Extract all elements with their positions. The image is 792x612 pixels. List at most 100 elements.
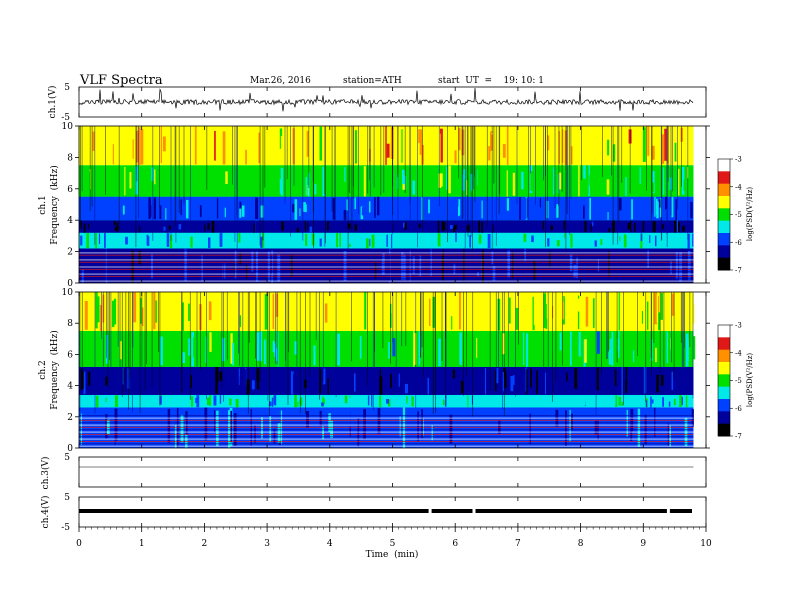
sferic-impulse <box>659 292 661 374</box>
spectrogram-streak <box>580 408 583 444</box>
spectral-line <box>79 441 694 442</box>
spectrogram-streak <box>692 233 694 247</box>
spectrogram-streak <box>107 397 110 408</box>
spectrogram-streak <box>196 375 198 392</box>
spectrogram-streak <box>288 399 291 407</box>
spectrogram-streak <box>621 234 625 246</box>
sferic-impulse <box>682 292 684 395</box>
spectrogram-streak <box>482 397 485 402</box>
spectrogram-streak <box>279 367 282 389</box>
spectrogram-streak <box>256 332 259 361</box>
spectrogram-streak <box>458 206 460 217</box>
spectrogram-streak <box>248 292 252 312</box>
spectrogram-streak <box>364 292 367 330</box>
spectrogram-streak <box>525 367 527 392</box>
sferic-impulse <box>409 126 411 204</box>
spectrogram-streak <box>406 221 409 231</box>
spectrogram-streak <box>191 332 194 367</box>
spectrogram-streak <box>190 131 193 155</box>
spectrogram-streak <box>511 132 514 158</box>
spectrogram-streak <box>629 348 632 367</box>
spectrogram-streak <box>590 224 592 232</box>
spectrogram-streak <box>655 347 657 363</box>
ch1-ytick-neg5: -5 <box>61 113 70 123</box>
sferic-impulse <box>119 292 121 375</box>
sferic-impulse <box>508 292 509 372</box>
sferic-impulse <box>374 292 375 383</box>
spectrogram-streak <box>319 126 322 161</box>
spectrogram-streak <box>126 199 128 217</box>
spectrogram-streak <box>523 233 527 242</box>
spectrogram-streak <box>180 199 182 216</box>
spectrogram-streak <box>223 222 226 229</box>
spectrogram-streak <box>100 232 102 248</box>
spectrogram-streak <box>92 131 95 151</box>
colorbar-segment <box>718 171 730 185</box>
sferic-impulse <box>247 292 249 414</box>
ytick-label: 0 <box>67 279 73 289</box>
sferic-impulse <box>183 126 185 204</box>
spectrogram-streak <box>96 395 99 408</box>
spectrogram-streak <box>430 332 432 366</box>
spectrogram-streak <box>264 294 268 330</box>
spectrogram-streak <box>132 182 136 195</box>
sferic-impulse <box>434 292 436 394</box>
spectrogram-streak <box>124 395 128 407</box>
spectrogram-streak <box>448 336 451 349</box>
spectrogram-streak <box>263 370 266 383</box>
spectrogram-streak <box>421 409 423 439</box>
sferic-impulse <box>152 126 154 241</box>
ch1-spectrogram-ylabel: Frequency (kHz) <box>49 165 60 244</box>
spectrogram-streak <box>454 150 457 164</box>
spectrogram-streak <box>469 168 471 194</box>
spectrogram-streak <box>448 238 451 246</box>
spectrogram-streak <box>200 424 203 444</box>
spectrogram-streak <box>349 367 351 392</box>
xtick-label: 2 <box>202 539 208 549</box>
spectrogram-streak <box>343 209 347 221</box>
spectrogram-streak <box>436 203 440 215</box>
ch4-trace-segment <box>669 509 692 513</box>
spectrogram-streak <box>625 165 629 179</box>
spectrogram-streak <box>83 223 86 233</box>
spectrogram-streak <box>149 204 152 217</box>
sferic-impulse <box>445 292 447 396</box>
colorbar-segment <box>718 411 730 425</box>
spectrogram-streak <box>240 368 243 381</box>
spectrogram-streak <box>147 236 150 246</box>
spectrogram-streak <box>292 204 295 213</box>
spectrogram-streak <box>122 367 124 385</box>
sferic-impulse <box>239 292 240 366</box>
spectrogram-streak <box>109 265 111 281</box>
sferic-impulse <box>352 126 354 199</box>
spectrogram-streak <box>660 375 664 386</box>
spectrogram-streak <box>390 373 392 388</box>
sferic-impulse <box>530 126 531 174</box>
spectrogram-streak <box>668 401 671 407</box>
spectrogram-streak <box>583 397 586 405</box>
spectrogram-streak <box>572 170 574 192</box>
spectrogram-streak <box>628 293 631 330</box>
spectrogram-streak <box>112 144 114 165</box>
spectrogram-streak <box>167 316 171 331</box>
sferic-impulse <box>309 292 311 377</box>
spectrogram-streak <box>297 168 300 195</box>
spectrogram-streak <box>506 126 509 165</box>
spectrogram-streak <box>560 395 563 404</box>
xtick-label: 7 <box>515 539 521 549</box>
spectrogram-streak <box>453 227 456 233</box>
sferic-impulse <box>80 126 81 225</box>
spectrogram-streak <box>655 224 659 230</box>
ch1-spectrogram-yaxis: 0 2 4 6 8 10 <box>62 122 710 289</box>
spectrogram-streak <box>609 151 611 165</box>
ch2-spectrogram-image <box>79 292 696 448</box>
sferic-impulse <box>248 292 250 343</box>
spectrogram-streak <box>639 166 641 184</box>
spectrogram-streak <box>445 395 447 407</box>
spectrogram-streak <box>667 126 669 164</box>
spectral-line <box>79 254 694 256</box>
sferic-impulse <box>689 292 691 348</box>
colorbar-segment <box>718 423 730 437</box>
sferic-impulse <box>106 292 107 358</box>
sferic-impulse <box>302 126 304 241</box>
